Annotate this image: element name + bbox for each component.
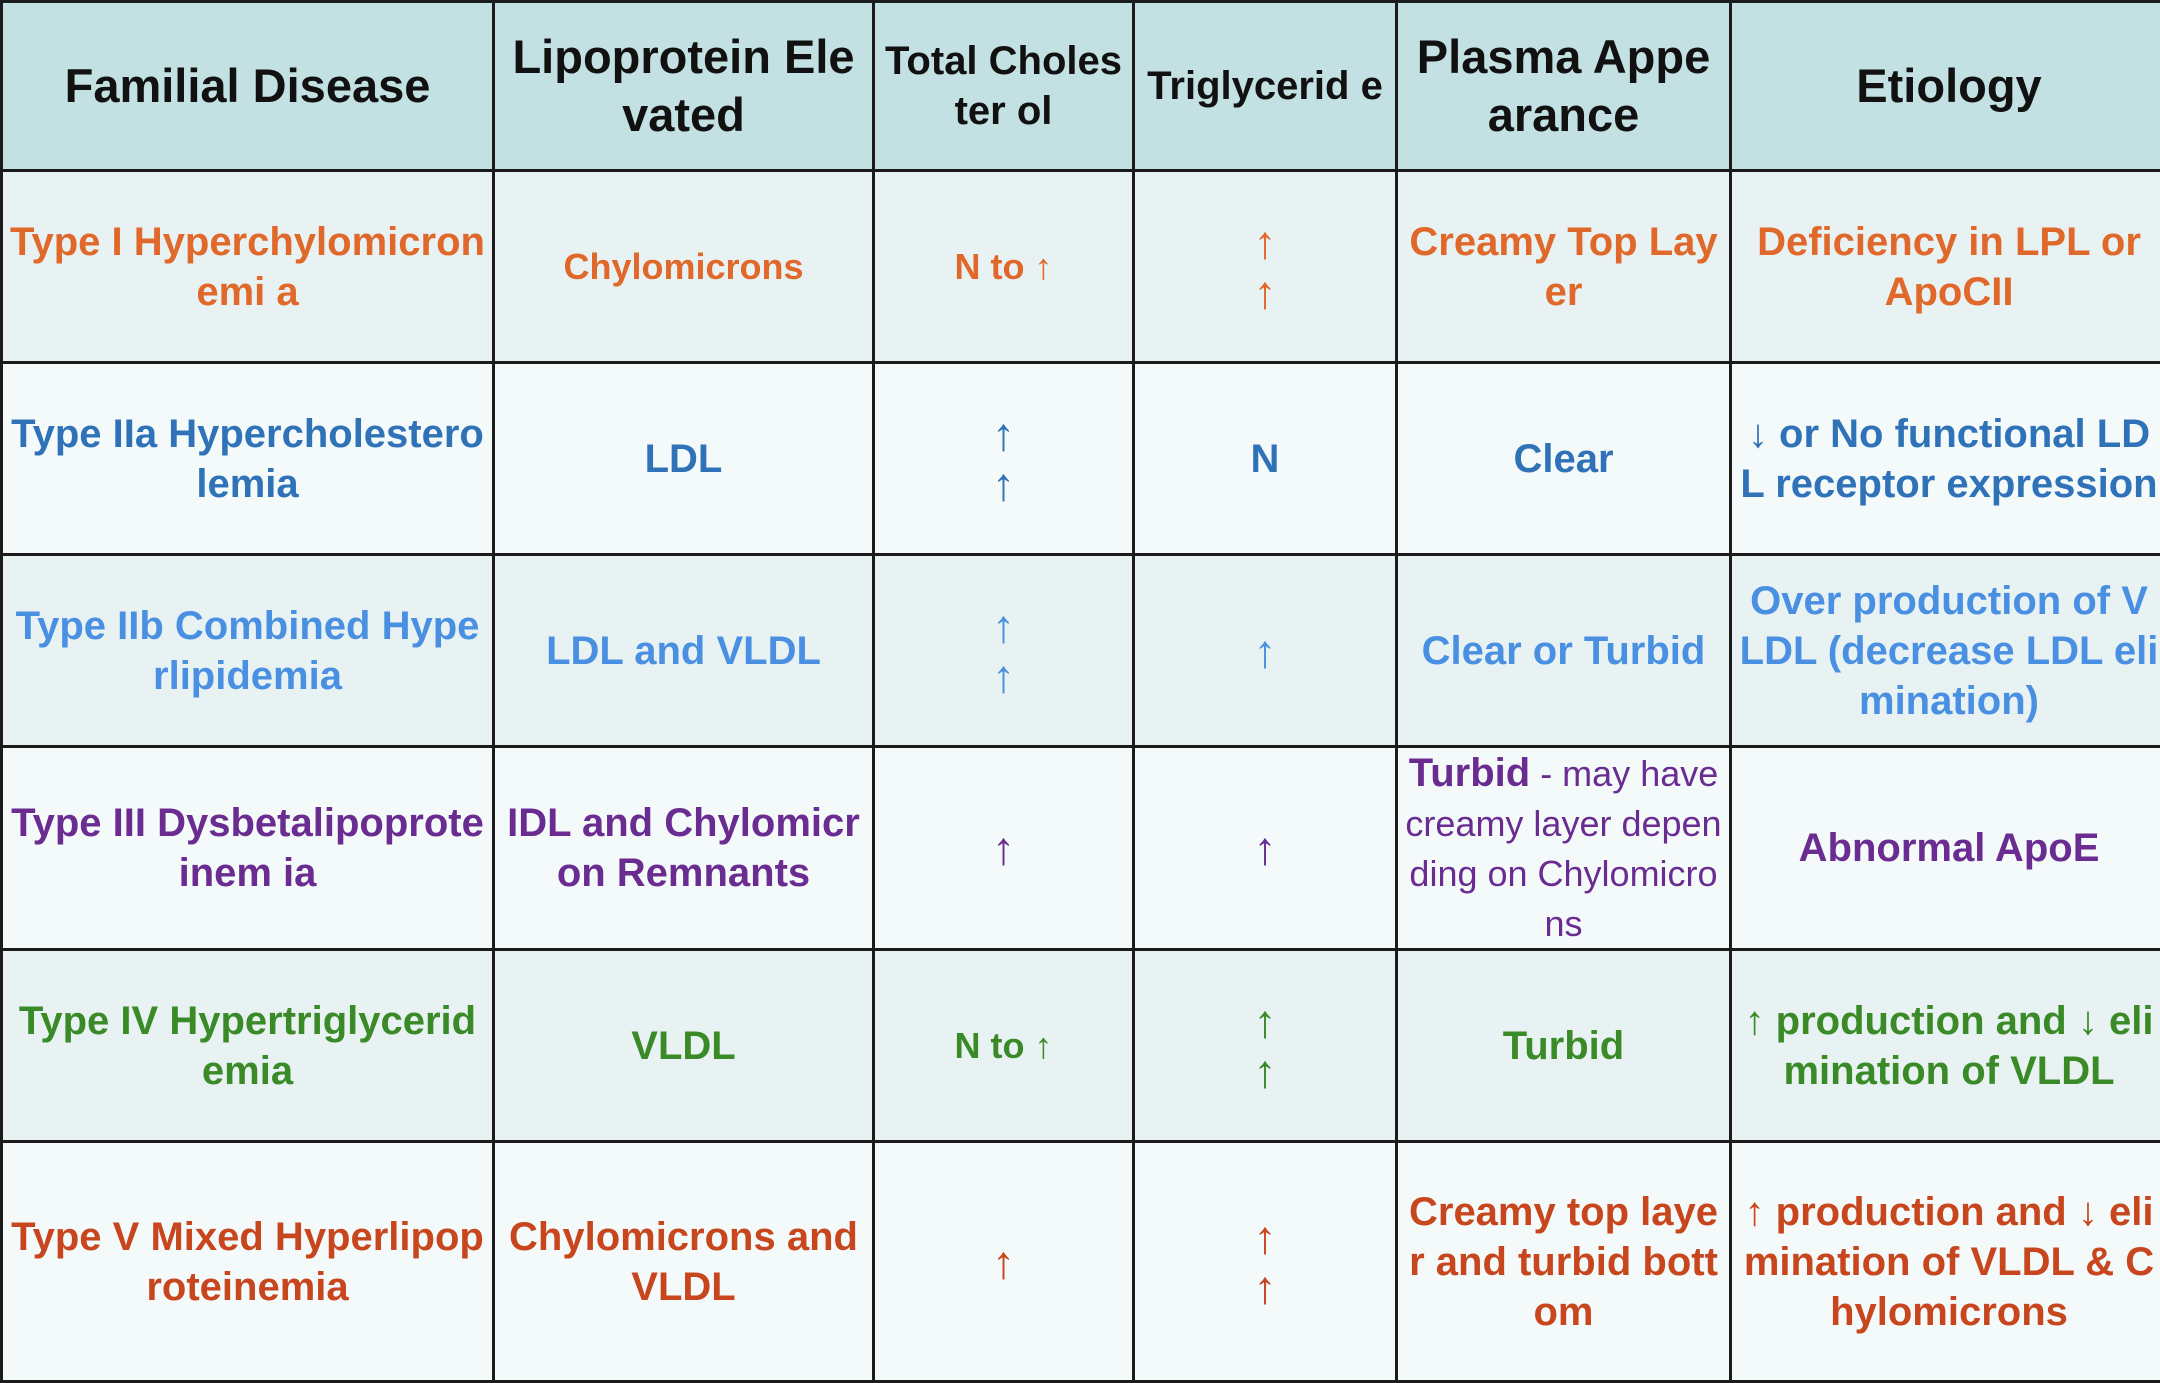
cell-plasma: Turbid: [1397, 950, 1731, 1142]
cell-disease: Type IIa Hypercholesterolemia: [2, 363, 494, 555]
up-arrow-icon: ↑: [1141, 217, 1389, 267]
up-arrow-icon: ↑: [1141, 1046, 1389, 1096]
up-arrow-icon: ↑: [1141, 823, 1389, 873]
cell-triglyceride: ↑: [1134, 555, 1397, 747]
up-arrow-icon: ↑: [881, 601, 1126, 651]
cell-cholesterol: ↑: [874, 1142, 1134, 1382]
cell-etiology: Abnormal ApoE: [1731, 747, 2160, 950]
cell-disease: Type IIb Combined Hyperlipidemia: [2, 555, 494, 747]
cell-etiology: ↑ production and ↓ elimination of VLDL &…: [1731, 1142, 2160, 1382]
up-arrow-icon: ↑: [1141, 996, 1389, 1046]
cell-etiology: ↓ or No functional LDL receptor expressi…: [1731, 363, 2160, 555]
header-etiology: Etiology: [1731, 2, 2160, 171]
table-row-type-1: Type I Hyperchylomicronemi a Chylomicron…: [2, 171, 2160, 363]
up-arrow-icon: ↑: [1141, 626, 1389, 676]
cell-plasma: Clear or Turbid: [1397, 555, 1731, 747]
cell-plasma: Turbid - may have creamy layer depending…: [1397, 747, 1731, 950]
header-total-cholesterol: Total Cholester ol: [874, 2, 1134, 171]
cell-etiology: ↑ production and ↓ elimination of VLDL: [1731, 950, 2160, 1142]
cell-etiology: Over production of VLDL (decrease LDL el…: [1731, 555, 2160, 747]
up-arrow-icon: ↑: [881, 1237, 1126, 1287]
cell-triglyceride: ↑ ↑: [1134, 171, 1397, 363]
header-familial-disease: Familial Disease: [2, 2, 494, 171]
cell-lipoprotein: Chylomicrons: [494, 171, 874, 363]
cell-triglyceride: ↑ ↑: [1134, 950, 1397, 1142]
up-arrow-icon: ↑: [1141, 1212, 1389, 1262]
cell-cholesterol: ↑: [874, 747, 1134, 950]
cell-lipoprotein: LDL and VLDL: [494, 555, 874, 747]
cell-cholesterol: ↑ ↑: [874, 363, 1134, 555]
up-arrow-icon: ↑: [881, 409, 1126, 459]
table-row-type-2a: Type IIa Hypercholesterolemia LDL ↑ ↑ N …: [2, 363, 2160, 555]
cell-cholesterol: N to ↑: [874, 950, 1134, 1142]
header-plasma-appearance: Plasma Appearance: [1397, 2, 1731, 171]
up-arrow-icon: ↑: [1141, 1262, 1389, 1312]
cell-cholesterol: ↑ ↑: [874, 555, 1134, 747]
cell-disease: Type V Mixed Hyperlipoproteinemia: [2, 1142, 494, 1382]
cell-etiology: Deficiency in LPL or ApoCII: [1731, 171, 2160, 363]
cell-plasma: Creamy Top Layer: [1397, 171, 1731, 363]
table-row-type-2b: Type IIb Combined Hyperlipidemia LDL and…: [2, 555, 2160, 747]
cell-triglyceride: N: [1134, 363, 1397, 555]
header-lipoprotein-elevated: Lipoprotein Elevated: [494, 2, 874, 171]
up-arrow-icon: ↑: [881, 651, 1126, 701]
plasma-bold-text: Turbid: [1409, 751, 1530, 795]
cell-lipoprotein: Chylomicrons and VLDL: [494, 1142, 874, 1382]
table-row-type-5: Type V Mixed Hyperlipoproteinemia Chylom…: [2, 1142, 2160, 1382]
table-row-type-4: Type IV Hypertriglyceridemia VLDL N to ↑…: [2, 950, 2160, 1142]
cell-disease: Type III Dysbetalipoproteinem ia: [2, 747, 494, 950]
cell-disease: Type I Hyperchylomicronemi a: [2, 171, 494, 363]
up-arrow-icon: ↑: [881, 459, 1126, 509]
cell-lipoprotein: IDL and Chylomicron Remnants: [494, 747, 874, 950]
cell-lipoprotein: VLDL: [494, 950, 874, 1142]
header-triglyceride: Triglycerid e: [1134, 2, 1397, 171]
cell-triglyceride: ↑: [1134, 747, 1397, 950]
cell-lipoprotein: LDL: [494, 363, 874, 555]
header-row: Familial Disease Lipoprotein Elevated To…: [2, 2, 2160, 171]
up-arrow-icon: ↑: [881, 823, 1126, 873]
cell-plasma: Creamy top layer and turbid bottom: [1397, 1142, 1731, 1382]
cell-cholesterol: N to ↑: [874, 171, 1134, 363]
table-row-type-3: Type III Dysbetalipoproteinem ia IDL and…: [2, 747, 2160, 950]
cell-triglyceride: ↑ ↑: [1134, 1142, 1397, 1382]
up-arrow-icon: ↑: [1141, 267, 1389, 317]
cell-disease: Type IV Hypertriglyceridemia: [2, 950, 494, 1142]
cell-plasma: Clear: [1397, 363, 1731, 555]
